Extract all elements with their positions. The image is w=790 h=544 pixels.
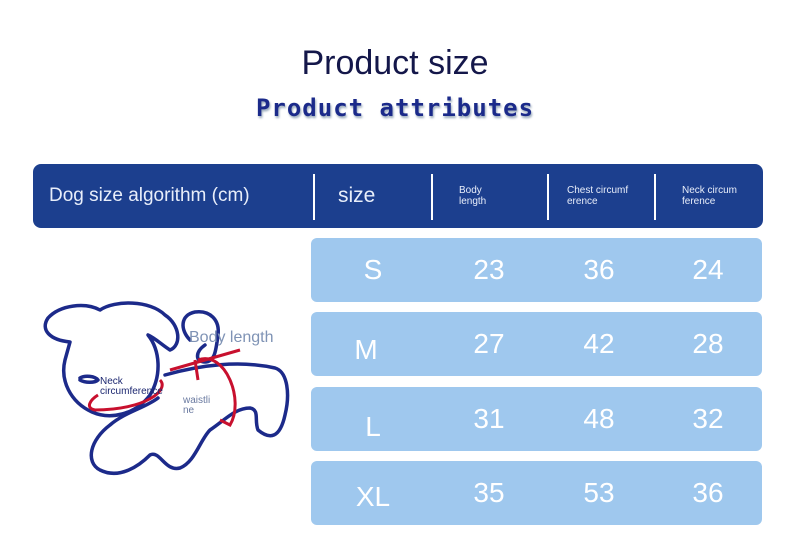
cell-size: S <box>363 254 383 285</box>
label-waistline: waistline <box>183 395 211 416</box>
table-row: XL 35 53 36 <box>311 461 762 525</box>
divider <box>431 174 433 220</box>
header-chest: Chest circumference <box>567 185 629 207</box>
cell-size: M <box>354 334 378 365</box>
cell-neck: 24 <box>692 254 724 285</box>
cell-chest: 36 <box>583 254 615 285</box>
cell-body: 23 <box>473 254 505 285</box>
cell-chest: 53 <box>583 477 615 508</box>
table-row: L 31 48 32 <box>311 387 762 451</box>
cell-neck: 36 <box>692 477 724 508</box>
cell-body: 27 <box>473 328 505 359</box>
header-algorithm: Dog size algorithm (cm) <box>49 185 250 206</box>
cell-size: XL <box>355 481 391 512</box>
cell-body: 35 <box>473 477 505 508</box>
cell-chest: 48 <box>583 403 615 434</box>
cell-neck: 28 <box>692 328 724 359</box>
header-body-length: Body length <box>459 185 487 207</box>
header-neck: Neck circumference <box>682 185 738 207</box>
table-row: S 23 36 24 <box>311 238 762 302</box>
label-neck: Neck circumference <box>100 376 163 397</box>
dog-illustration: Body length <box>43 301 290 476</box>
divider <box>654 174 656 220</box>
header-size: size <box>338 184 376 207</box>
cell-body: 31 <box>473 403 505 434</box>
table-row: M 27 42 28 <box>311 312 762 376</box>
divider <box>313 174 315 220</box>
label-body-length: Body length <box>189 329 274 346</box>
cell-chest: 42 <box>583 328 615 359</box>
page-title: Product size <box>301 44 489 82</box>
page-subtitle: Product attributes <box>255 94 535 122</box>
cell-size: L <box>365 411 381 442</box>
table-header: Dog size algorithm (cm) size Body length… <box>33 164 763 228</box>
divider <box>547 174 549 220</box>
cell-neck: 32 <box>692 403 724 434</box>
